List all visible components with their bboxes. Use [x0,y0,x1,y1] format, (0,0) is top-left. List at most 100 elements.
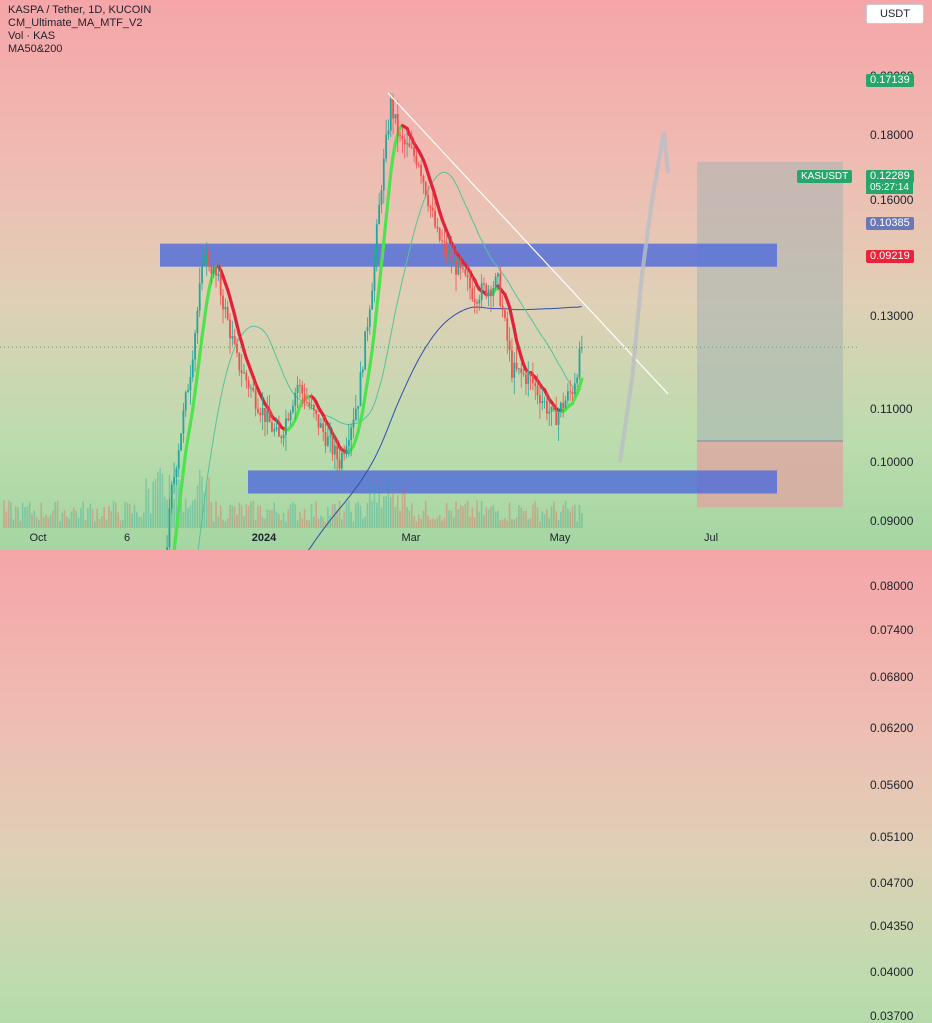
volume-bar [381,508,383,528]
time-tick-label: Jul [704,532,718,544]
volume-bar [101,516,103,528]
candle-body [334,446,336,455]
candle-body [443,241,445,242]
candle-body [455,259,457,275]
volume-bar [113,501,115,528]
volume-bar [255,520,257,528]
candle-body [488,290,490,297]
candle-body [471,288,473,299]
time-tick-label: May [550,532,571,544]
ma-fast-segment [386,196,388,218]
descending-trendline [388,93,668,394]
ma-fast-segment [379,264,381,286]
volume-bar [399,511,401,528]
candle-body [555,410,557,425]
chart-canvas[interactable] [0,0,932,550]
price-tick-label: 0.06800 [870,670,913,684]
candle-body [478,300,480,304]
volume-bar [211,502,213,528]
candle-body [383,158,385,190]
candle-body [301,385,303,393]
volume-bar [33,511,35,528]
volume-bar [80,508,82,528]
volume-bar [509,503,511,528]
volume-bar [108,506,110,528]
volume-bar [448,510,450,528]
volume-bar [222,520,224,528]
ma-fast-segment [365,382,367,396]
candle-body [171,484,173,508]
candle-body [369,309,371,326]
volume-bar [341,520,343,528]
volume-bar [541,511,543,528]
volume-bar [383,496,385,528]
candle-body [530,374,532,376]
volume-bar [292,502,294,528]
candle-body [229,319,231,338]
volume-bar [124,502,126,528]
volume-bar [73,508,75,528]
volume-bar [94,521,96,528]
ma-fast-segment [197,356,199,375]
volume-bar [479,512,481,528]
time-tick-label: 2024 [252,532,276,544]
candle-body [276,427,278,429]
volume-bar [87,508,89,528]
volume-bar [397,495,399,528]
candle-body [278,427,280,436]
ma-fast-segment [384,218,386,242]
candle-body [548,412,550,414]
volume-bar [367,503,369,528]
ma-fast-segment [202,320,204,337]
volume-bar [306,520,308,528]
volume-bar [250,502,252,528]
volume-bar [548,518,550,528]
volume-bar [131,514,133,528]
legend-indicator-ma[interactable]: CM_Ultimate_MA_MTF_V2 [8,17,151,30]
volume-bar [497,511,499,528]
volume-bar [572,506,574,528]
candle-body [565,401,567,409]
candle-body [332,436,334,455]
candle-body [183,410,185,433]
volume-bar [472,508,474,528]
bar-countdown: 05:27:14 [866,182,913,194]
price-tick-label: 0.06200 [870,721,913,735]
volume-bar [451,511,453,528]
candle-body [381,190,383,204]
volume-bar [439,515,441,528]
candle-body [525,374,527,384]
candle-body [192,359,194,377]
volume-bar [52,511,54,528]
price-tick-label: 0.04000 [870,965,913,979]
volume-bar [13,519,15,528]
price-tick-label: 0.07400 [870,623,913,637]
volume-bar [192,501,194,528]
ma-fast-segment [514,329,516,341]
volume-bar [539,522,541,528]
legend-ma50-200[interactable]: MA50&200 [8,43,151,56]
volume-bar [283,513,285,528]
volume-bar [15,506,17,528]
volume-bar [460,505,462,528]
horizontal-zones [160,244,777,494]
currency-button[interactable]: USDT [866,4,924,24]
volume-bar [232,505,234,528]
volume-bar [266,509,268,528]
price-tick-label: 0.04350 [870,919,913,933]
volume-bar [348,500,350,528]
ma-fast-segment [186,437,188,452]
volume-bar [353,522,355,528]
legend-volume[interactable]: Vol · KAS [8,30,151,43]
volume-bar [444,518,446,528]
candle-body [574,383,576,394]
ma-fast-segment [377,287,379,308]
volume-bar [215,501,217,528]
candle-body [220,274,222,296]
candle-body [567,391,569,400]
candle-body [306,402,308,403]
volume-bar [388,479,390,528]
legend-symbol[interactable]: KASPA / Tether, 1D, KUCOIN [8,4,151,17]
volume-bar [136,512,138,528]
candle-body [271,422,273,431]
